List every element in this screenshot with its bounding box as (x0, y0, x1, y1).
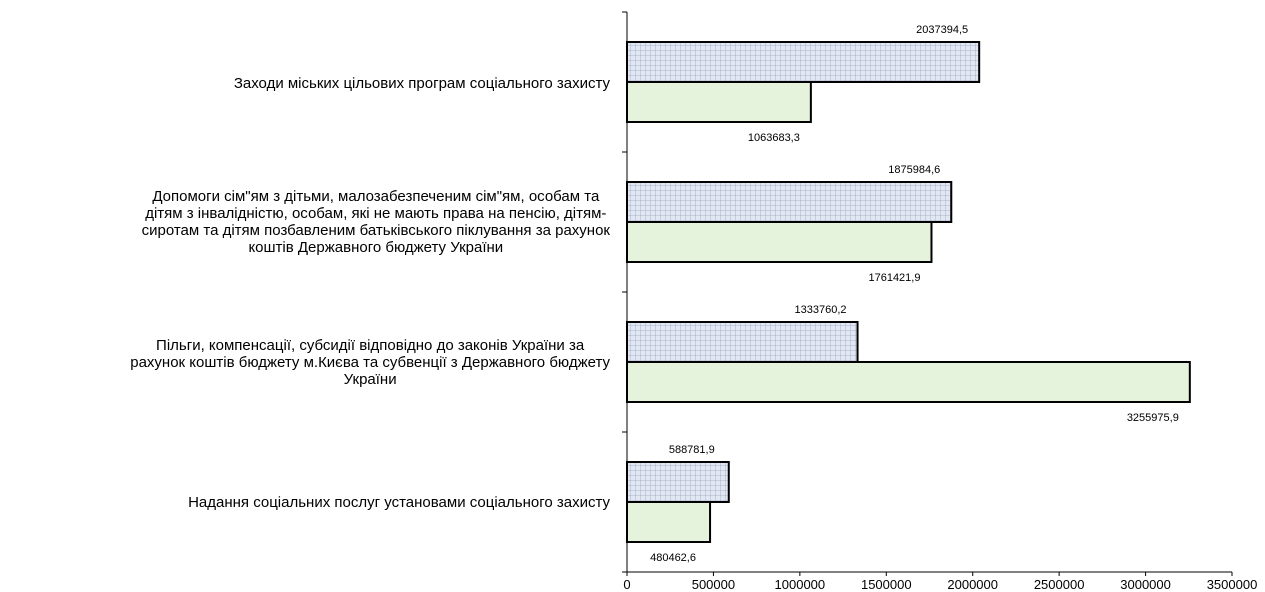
x-tick-label: 3500000 (1207, 577, 1258, 592)
bar (626, 461, 730, 503)
data-label: 588781,9 (669, 444, 715, 456)
data-labels: 2037394,5 1063683,3 1875984,6 1761421,9 1333… (650, 24, 1179, 564)
category-label: Пільги, компенсації, субсидії відповідно… (130, 337, 610, 388)
data-label: 1333760,2 (795, 304, 847, 316)
category-label-line: Надання соціальних послуг установами соц… (188, 494, 610, 511)
bar (626, 501, 712, 543)
x-tick-label: 3000000 (1120, 577, 1171, 592)
x-tick-label: 2000000 (947, 577, 998, 592)
bar (626, 81, 812, 123)
bar (626, 361, 1191, 403)
x-tick-label: 0 (623, 577, 630, 592)
data-label: 480462,6 (650, 552, 696, 564)
category-label-line: України (343, 371, 397, 388)
category-label: Надання соціальних послуг установами соц… (188, 494, 610, 511)
category-label-line: коштів Державного бюджету України (248, 239, 504, 256)
bar (626, 321, 859, 363)
data-label: 2037394,5 (916, 24, 968, 36)
data-label: 1875984,6 (888, 164, 940, 176)
category-label-line: дітям з інвалідністю, особам, які не маю… (145, 205, 607, 222)
category-label-line: Пільги, компенсації, субсидії відповідно… (156, 337, 585, 354)
category-label-line: Допомоги сім"ям з дітьми, малозабезпечен… (152, 188, 600, 205)
bar (626, 181, 953, 223)
data-label: 3255975,9 (1127, 412, 1179, 424)
x-tick-label: 2500000 (1034, 577, 1085, 592)
category-label-line: сиротам та дітям позбавленим батьківсько… (141, 222, 610, 239)
category-label-line: Заходи міських цільових програм соціальн… (233, 75, 610, 92)
category-label: Заходи міських цільових програм соціальн… (234, 75, 610, 92)
x-tick-label: 500000 (692, 577, 735, 592)
category-label-line: рахунок коштів бюджету м.Києва та субвен… (130, 354, 610, 371)
bars (626, 41, 1191, 543)
category-label: Допомоги сім"ям з дітьми, малозабезпечен… (142, 188, 610, 256)
data-label: 1761421,9 (868, 272, 920, 284)
data-label: 1063683,3 (748, 132, 800, 144)
x-tick-labels: 0 500000 1000000 1500000 2000000 2500000 30000… (623, 577, 1257, 592)
bar (626, 41, 981, 83)
x-tick-label: 1500000 (861, 577, 912, 592)
bar (626, 221, 933, 263)
x-tick-label: 1000000 (775, 577, 826, 592)
